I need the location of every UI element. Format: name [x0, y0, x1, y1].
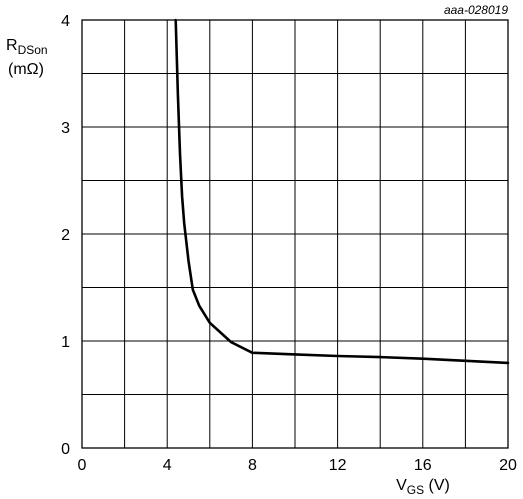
series-line-rdson — [174, 18, 510, 365]
y-axis-unit: (mΩ) — [8, 61, 44, 78]
figure-id: aaa-028019 — [444, 3, 508, 17]
x-axis-label: VGS (V) — [396, 477, 450, 497]
y-axis-label: RDSon — [6, 37, 48, 57]
y-axis-label-subscript: DSon — [18, 43, 48, 57]
y-tick-label: 0 — [61, 441, 70, 458]
x-tick-label: 4 — [163, 457, 172, 474]
grid-lines — [82, 20, 508, 448]
y-tick-label: 1 — [61, 334, 70, 351]
x-tick-label: 8 — [248, 457, 257, 474]
x-axis-label-symbol: V — [396, 477, 407, 494]
x-tick-label: 20 — [499, 457, 517, 474]
x-axis-label-subscript: GS — [407, 483, 424, 497]
x-tick-label: 12 — [329, 457, 347, 474]
y-tick-label: 2 — [61, 227, 70, 244]
plot-frame — [81, 19, 509, 449]
y-tick-label: 3 — [61, 120, 70, 137]
x-tick-label: 16 — [414, 457, 432, 474]
x-axis-label-unit: (V) — [424, 477, 450, 494]
y-axis-label-symbol: R — [6, 37, 18, 54]
y-tick-label: 4 — [61, 13, 70, 30]
x-tick-label: 0 — [78, 457, 87, 474]
